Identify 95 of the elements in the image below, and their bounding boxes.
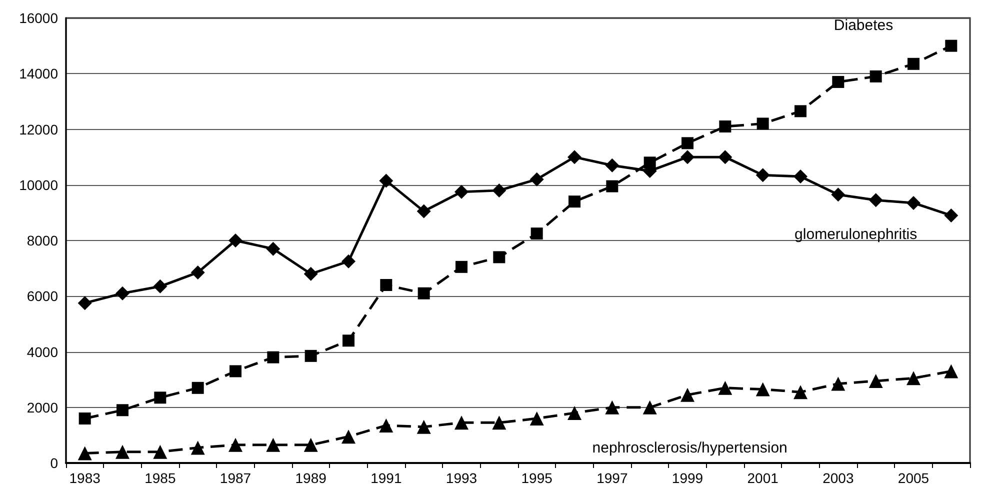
point	[530, 172, 544, 186]
point	[456, 260, 468, 273]
point	[906, 196, 920, 210]
x-tick-label: 1985	[144, 470, 176, 486]
point	[756, 382, 770, 396]
point	[192, 382, 204, 394]
x-tick-label: 1987	[220, 470, 252, 486]
point	[945, 40, 958, 52]
point	[944, 364, 958, 378]
point	[530, 228, 543, 240]
point	[568, 150, 582, 164]
point	[304, 438, 318, 452]
x-tick-label: 1999	[672, 470, 704, 486]
y-tick-label: 8000	[26, 232, 58, 248]
point	[906, 371, 920, 386]
point	[794, 385, 808, 400]
point	[682, 137, 694, 150]
point	[831, 376, 846, 391]
x-tick-label: 1993	[446, 470, 478, 486]
series-label: nephrosclerosis/hypertension	[592, 439, 788, 456]
y-tick-label: 16000	[19, 10, 58, 26]
point	[756, 168, 770, 182]
point	[530, 412, 544, 426]
point	[908, 58, 920, 70]
point	[266, 438, 280, 452]
y-tick-label: 14000	[19, 66, 58, 82]
point	[116, 444, 130, 459]
x-tick-label: 1995	[521, 470, 553, 486]
point	[190, 440, 205, 455]
x-tick-label: 2001	[747, 470, 779, 486]
point	[568, 406, 582, 420]
y-tick-label: 2000	[26, 399, 58, 416]
point	[116, 404, 128, 416]
point	[756, 118, 769, 130]
point	[153, 444, 168, 459]
point	[794, 105, 806, 118]
point	[266, 242, 280, 256]
x-tick-label: 2003	[822, 470, 854, 486]
y-tick-label: 12000	[19, 121, 58, 138]
point	[832, 76, 844, 88]
point	[342, 254, 356, 268]
point	[416, 420, 431, 434]
x-tick-label: 1991	[370, 470, 402, 486]
point	[304, 350, 317, 362]
y-tick-label: 10000	[19, 176, 58, 193]
point	[230, 365, 242, 378]
point	[605, 400, 620, 414]
point	[228, 234, 242, 248]
y-tick-label: 4000	[26, 344, 58, 360]
point	[870, 70, 882, 82]
series-label: glomerulonephritis	[794, 226, 918, 244]
point	[454, 416, 468, 430]
x-tick-label: 1983	[69, 470, 101, 486]
point	[868, 374, 883, 388]
x-tick-label: 1997	[596, 470, 628, 486]
point	[190, 265, 205, 280]
point	[78, 446, 92, 460]
point	[342, 334, 354, 347]
point	[492, 416, 506, 430]
point	[78, 412, 91, 424]
point	[304, 266, 318, 281]
point	[568, 196, 580, 208]
y-tick-label: 6000	[26, 288, 58, 304]
point	[718, 150, 732, 164]
point	[342, 430, 356, 444]
point	[454, 184, 468, 199]
point	[492, 183, 506, 198]
point	[154, 392, 166, 404]
point	[116, 286, 130, 300]
point	[719, 120, 732, 132]
point	[153, 279, 168, 294]
point	[718, 380, 732, 395]
point	[680, 150, 694, 164]
y-tick-label: 0	[50, 455, 58, 471]
point	[644, 156, 656, 169]
x-tick-label: 2005	[898, 470, 930, 486]
point	[493, 251, 506, 264]
point	[416, 204, 431, 218]
point	[794, 170, 808, 184]
point	[379, 174, 394, 188]
point	[680, 388, 694, 402]
point	[606, 180, 618, 192]
x-tick-label: 1989	[295, 470, 327, 486]
point	[267, 351, 280, 364]
point	[380, 279, 392, 291]
point	[228, 438, 242, 452]
point	[642, 400, 657, 414]
point	[831, 188, 846, 202]
point	[944, 208, 958, 222]
point	[78, 296, 92, 310]
point	[605, 158, 620, 172]
point	[379, 418, 394, 432]
point	[418, 287, 430, 300]
series-label: Diabetes	[834, 16, 894, 34]
point	[868, 193, 883, 208]
